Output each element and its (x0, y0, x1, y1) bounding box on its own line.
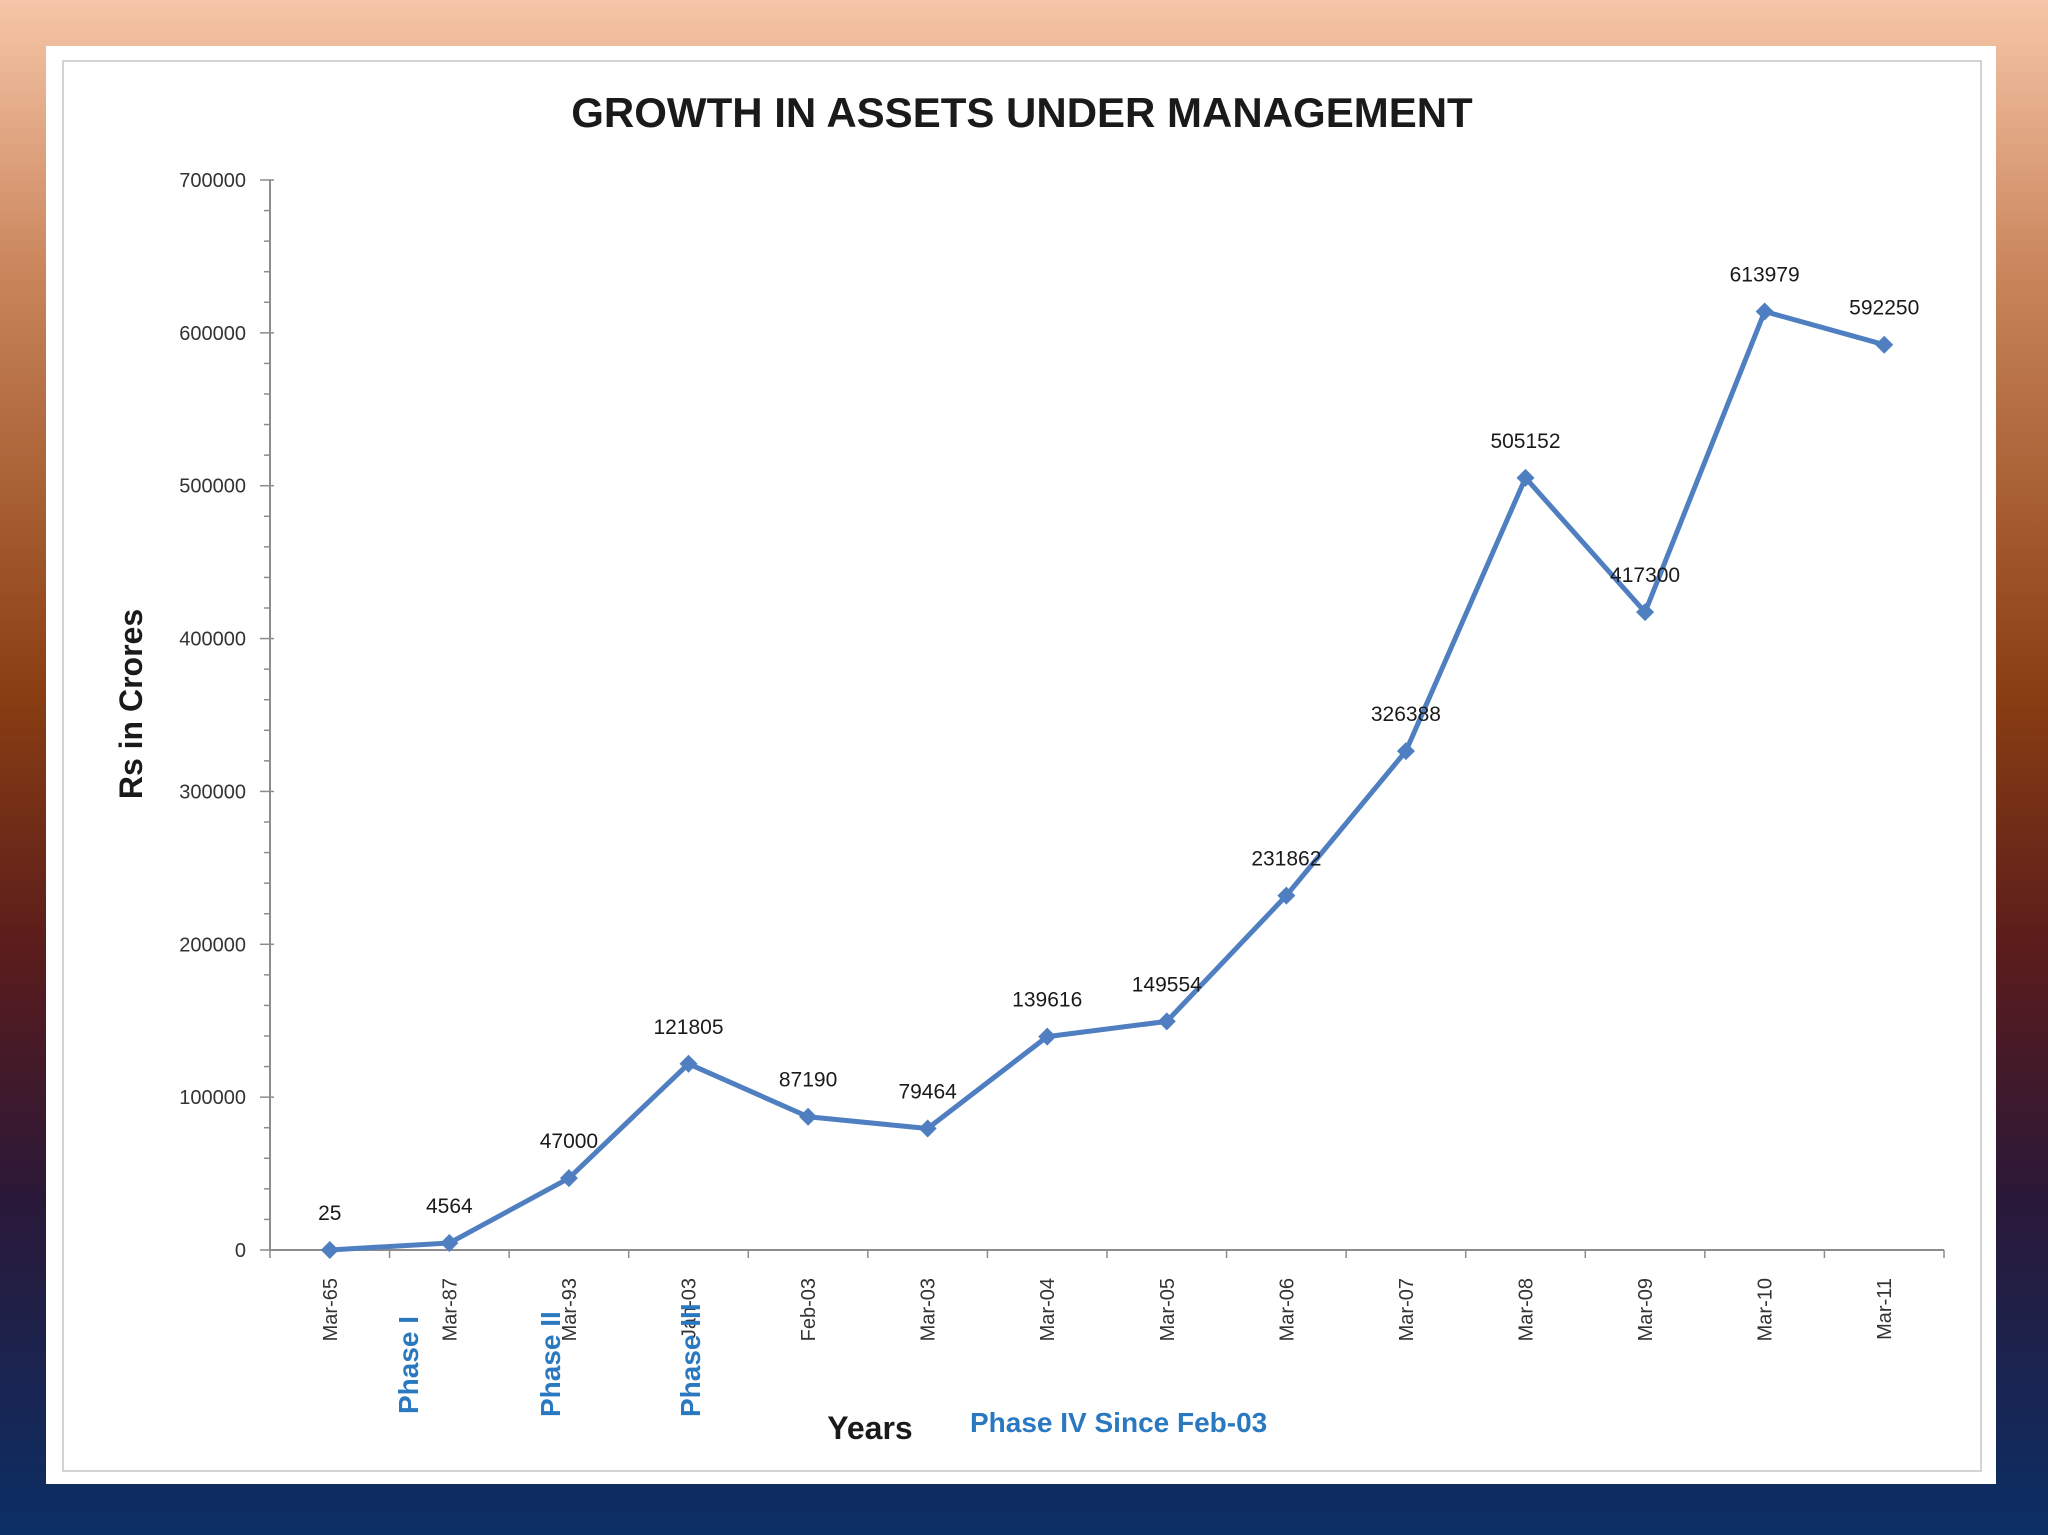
data-value-label: 87190 (779, 1069, 837, 1092)
data-value-label: 417300 (1610, 564, 1680, 587)
series-line (329, 308, 1885, 1253)
data-point-marker (679, 1054, 698, 1073)
data-value-label: 4564 (426, 1195, 473, 1218)
chart-panel: GROWTH IN ASSETS UNDER MANAGEMENT Rs in … (62, 60, 1982, 1472)
data-point-marker (1516, 468, 1535, 487)
data-value-label: 505152 (1490, 430, 1560, 453)
data-point-marker (1038, 1027, 1057, 1046)
x-axis-label: Years (827, 1410, 912, 1446)
data-point-marker (918, 1119, 937, 1138)
data-value-label: 79464 (898, 1081, 957, 1104)
y-tick-label: 0 (235, 1240, 246, 1262)
y-tick-label: 300000 (179, 781, 246, 803)
phase-3-label: Phase III (675, 1303, 706, 1417)
y-tick-label: 500000 (179, 476, 246, 498)
x-tick-label: Mar-06 (1276, 1278, 1298, 1341)
x-tick-label: Feb-03 (798, 1278, 820, 1341)
chart-title: GROWTH IN ASSETS UNDER MANAGEMENT (571, 89, 1473, 136)
x-tick-label: Mar-09 (1635, 1278, 1657, 1341)
data-point-marker (320, 1240, 339, 1259)
slide-frame: GROWTH IN ASSETS UNDER MANAGEMENT Rs in … (46, 46, 1996, 1484)
x-tick-label: Mar-65 (320, 1278, 342, 1341)
x-tick-label: Mar-08 (1516, 1278, 1538, 1341)
data-value-label: 592250 (1849, 297, 1919, 320)
x-tick-label: Mar-04 (1037, 1278, 1059, 1341)
series-layer (320, 302, 1894, 1259)
y-tick-label: 400000 (179, 629, 246, 651)
x-tick-label: Mar-87 (439, 1278, 461, 1341)
x-axis-ticks: Mar-65 Mar-87 Mar-93 Jan-03 Feb-03 Mar-03 Mar-… (269, 1250, 1945, 1341)
data-point-marker (1157, 1012, 1176, 1031)
y-tick-label: 200000 (179, 934, 246, 956)
y-axis-label: Rs in Crores (113, 609, 149, 799)
y-tick-label: 600000 (179, 323, 246, 345)
data-value-label: 139616 (1012, 989, 1082, 1012)
data-point-marker (559, 1169, 578, 1188)
y-tick-label: 100000 (179, 1087, 246, 1109)
chart-axes (269, 180, 1944, 1251)
data-value-label: 326388 (1371, 703, 1441, 726)
data-value-label: 613979 (1730, 263, 1800, 286)
aum-line-chart: GROWTH IN ASSETS UNDER MANAGEMENT Rs in … (113, 89, 1945, 1446)
phase-1-label: Phase I (393, 1316, 424, 1414)
data-value-label: 231862 (1251, 848, 1321, 871)
x-tick-label: Mar-93 (559, 1278, 581, 1341)
data-point-marker (1875, 335, 1894, 354)
data-point-marker (1636, 603, 1655, 622)
data-point-marker (799, 1107, 818, 1126)
data-labels: 25 4564 47000 121805 87190 79464 139616 149554 2… (318, 263, 1919, 1224)
y-tick-label: 700000 (179, 170, 246, 192)
data-value-label: 149554 (1132, 973, 1202, 996)
data-value-label: 25 (318, 1202, 341, 1225)
phase-annotations: Phase I Phase II Phase III Phase IV Sinc… (393, 1303, 1267, 1438)
x-tick-label: Jan-03 (679, 1278, 701, 1339)
x-tick-label: Mar-03 (918, 1278, 940, 1341)
x-tick-label: Mar-10 (1755, 1278, 1777, 1341)
y-axis-ticks: 0 100000 200000 300000 400000 500000 600000 700… (179, 170, 274, 1262)
data-point-marker (440, 1234, 459, 1253)
phase-4-label: Phase IV Since Feb-03 (970, 1407, 1267, 1438)
x-tick-label: Mar-05 (1157, 1278, 1179, 1341)
data-point-marker (1396, 742, 1415, 761)
x-tick-label: Mar-11 (1874, 1278, 1896, 1340)
x-tick-label: Mar-07 (1396, 1278, 1418, 1341)
phase-2-label: Phase II (535, 1311, 566, 1417)
data-value-label: 47000 (540, 1130, 598, 1153)
data-point-marker (1755, 302, 1774, 321)
data-point-marker (1277, 886, 1296, 905)
data-value-label: 121805 (653, 1016, 723, 1039)
